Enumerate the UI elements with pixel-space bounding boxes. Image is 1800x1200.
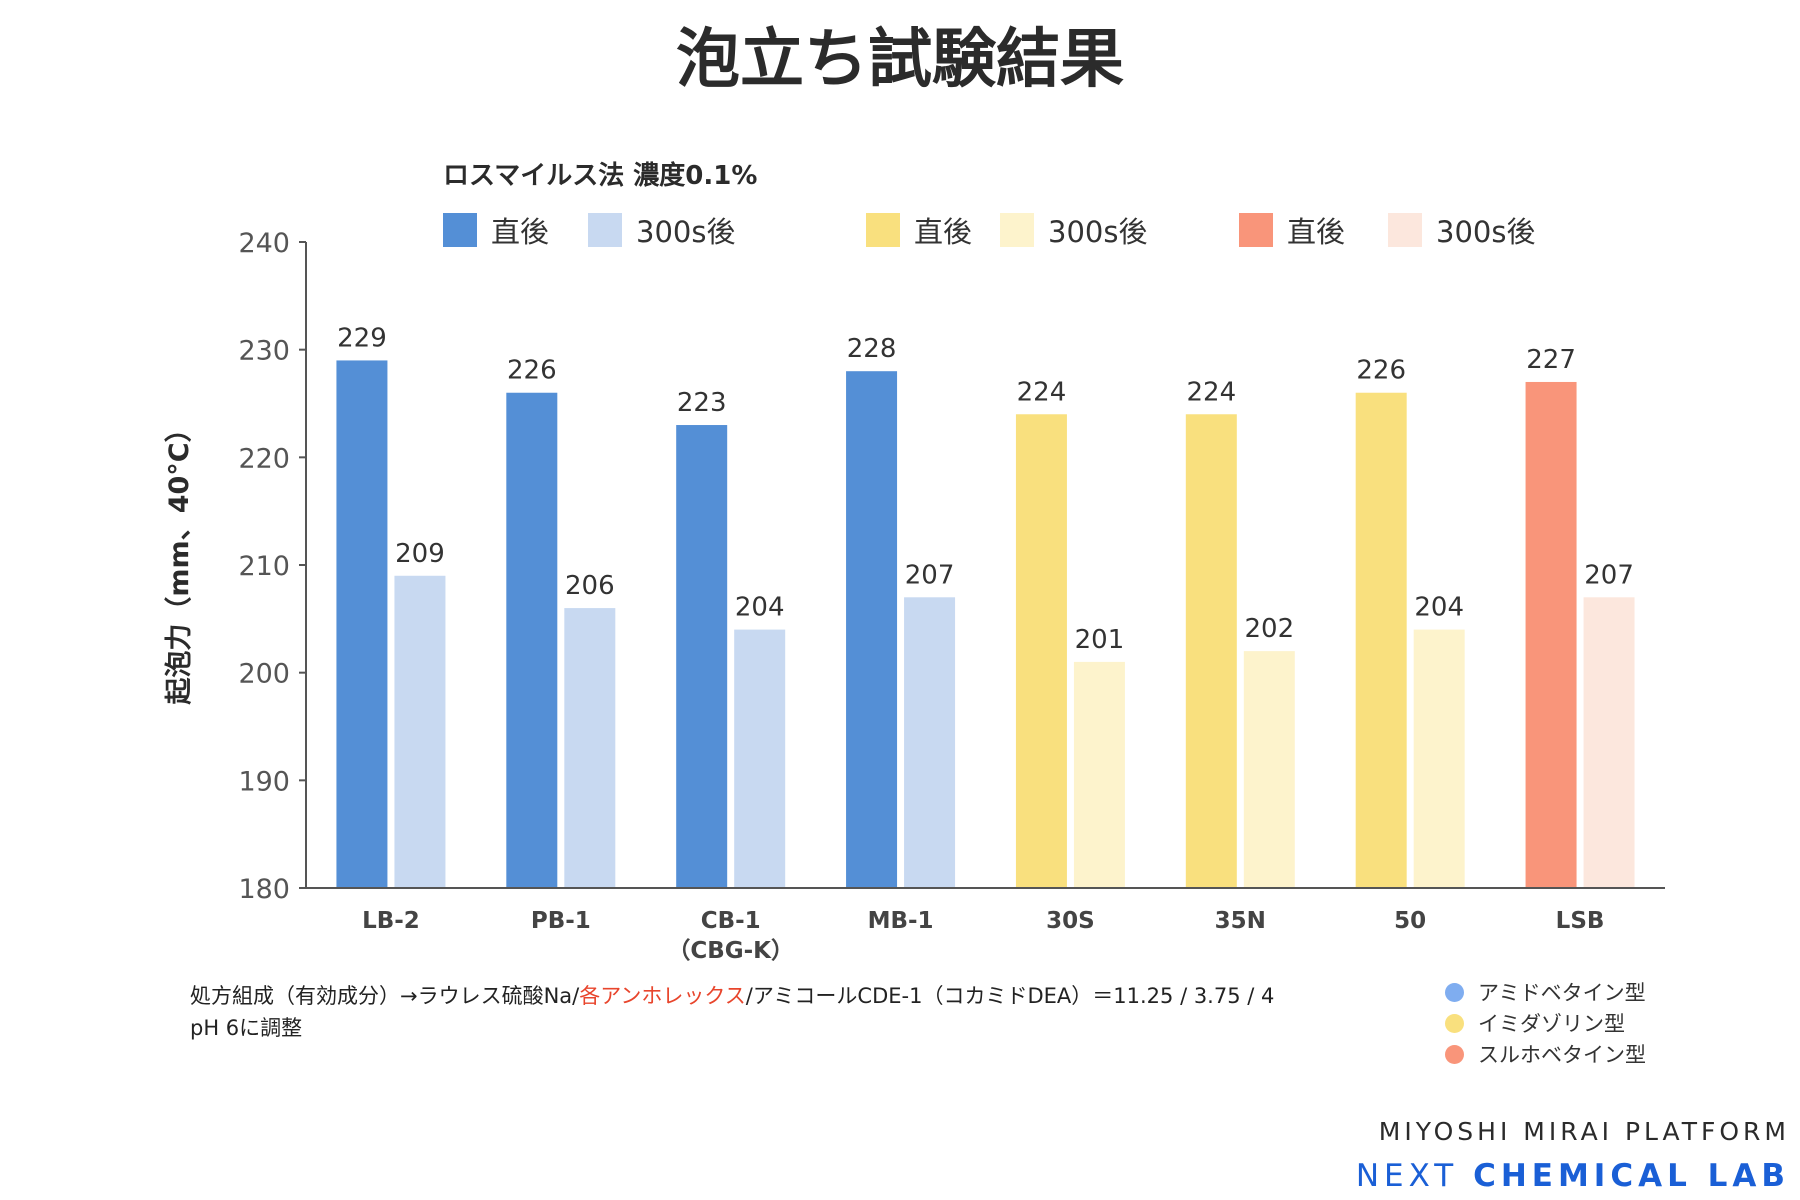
x-tick-line: PB-1 (531, 908, 591, 934)
bar (1073, 661, 1125, 888)
data-label: 206 (565, 571, 615, 601)
bar (734, 629, 786, 888)
bar (1015, 414, 1067, 888)
bar (394, 575, 446, 888)
type-label: スルホベタイン型 (1478, 1043, 1646, 1067)
legend-swatch (588, 213, 622, 247)
y-tick-label: 240 (238, 228, 290, 259)
y-axis-label: 起泡力（mm、40°C） (163, 415, 195, 704)
x-tick-line: 35N (1215, 908, 1266, 934)
bar (1355, 392, 1407, 888)
data-label: 224 (1017, 377, 1067, 407)
data-label: 209 (395, 539, 445, 569)
legend-swatch (1239, 213, 1273, 247)
x-tick-label: 30S (1046, 908, 1095, 934)
note-prefix: 処方組成（有効成分）→ラウレス硫酸Na/ (190, 984, 580, 1008)
x-tick-line: LSB (1556, 908, 1605, 934)
legend-item-sulfo-300s: 300s後 (1388, 209, 1535, 251)
y-tick-label: 180 (238, 874, 290, 905)
brand-lab-prefix: NEXT (1355, 1158, 1474, 1194)
legend-label: 300s後 (636, 215, 736, 249)
x-tick-label: CB-1 （CBG-K） (667, 908, 794, 964)
x-tick-line: MB-1 (868, 908, 934, 934)
brand-name: MIYOSHI MIRAI PLATFORM (1378, 1117, 1790, 1146)
bar (1185, 414, 1237, 888)
ph-note: pH 6に調整 (190, 1016, 303, 1040)
legend-label: 直後 (1287, 215, 1346, 249)
legend-label: 300s後 (1048, 215, 1148, 249)
type-dot (1445, 1013, 1464, 1033)
type-label: イミダゾリン型 (1478, 1012, 1625, 1036)
bar (336, 360, 388, 888)
data-label: 226 (507, 356, 557, 386)
bar (846, 371, 898, 888)
x-tick-line: LB-2 (362, 908, 420, 934)
legend-item-imida-immediate: 直後 (866, 209, 972, 251)
type-legend-sulfo: スルホベタイン型 (1445, 1039, 1646, 1069)
legend-item-imida-300s: 300s後 (1000, 209, 1147, 251)
legend-swatch (1388, 213, 1422, 247)
y-tick-label: 220 (238, 443, 290, 474)
data-label: 201 (1075, 625, 1125, 655)
x-tick-line: 30S (1046, 908, 1095, 934)
y-tick-label: 230 (238, 336, 290, 367)
y-tick-label: 190 (238, 766, 290, 797)
legend-label: 直後 (914, 215, 973, 249)
data-label: 207 (1584, 560, 1634, 590)
bar-chart: 229 209 226 206 223 204 228 207 224 201 224 202 226 2… (163, 228, 1665, 964)
data-label: 224 (1186, 377, 1236, 407)
data-label: 229 (337, 323, 387, 353)
note-highlight: 各アンホレックス (579, 984, 746, 1008)
data-label: 207 (905, 560, 955, 590)
bar (1413, 629, 1465, 888)
legend-label: 300s後 (1436, 215, 1536, 249)
x-tick-line: CB-1 (701, 908, 761, 934)
data-label: 202 (1244, 614, 1294, 644)
type-legend-amido: アミドベタイン型 (1445, 977, 1646, 1007)
legend-label: 直後 (491, 215, 550, 249)
x-tick-line: 50 (1394, 908, 1426, 934)
legend-item-sulfo-immediate: 直後 (1239, 209, 1345, 251)
note-suffix: /アミコールCDE-1（コカミドDEA）＝11.25 / 3.75 / 4 (745, 984, 1275, 1008)
data-label: 223 (677, 388, 727, 418)
x-tick-label: 50 (1394, 908, 1426, 934)
x-tick-line: （CBG-K） (667, 937, 794, 964)
x-tick-label: MB-1 (868, 908, 934, 934)
x-tick-label: PB-1 (531, 908, 591, 934)
legend-swatch (866, 213, 900, 247)
legend-item-amido-immediate: 直後 (443, 209, 549, 251)
data-label: 204 (735, 593, 785, 623)
x-tick-label: LSB (1556, 908, 1605, 934)
type-dot (1445, 982, 1464, 1002)
legend-item-amido-300s: 300s後 (588, 209, 735, 251)
type-dot (1445, 1044, 1464, 1064)
legend-swatch (443, 213, 477, 247)
x-tick-label: LB-2 (362, 908, 420, 934)
bar (1243, 651, 1295, 888)
type-label: アミドベタイン型 (1478, 981, 1646, 1005)
data-label: 227 (1526, 345, 1576, 375)
chart-subtitle: ロスマイルス法 濃度0.1% (443, 161, 758, 191)
bar (904, 597, 956, 888)
y-tick-label: 200 (238, 659, 290, 690)
y-tick-label: 210 (238, 551, 290, 582)
formulation-note: 処方組成（有効成分）→ラウレス硫酸Na/各アンホレックス/アミコールCDE-1（… (190, 980, 1274, 1010)
type-legend-imida: イミダゾリン型 (1445, 1008, 1625, 1038)
data-label: 226 (1356, 356, 1406, 386)
legend-swatch (1000, 213, 1034, 247)
bar (564, 608, 616, 888)
bar (1525, 381, 1577, 888)
axes-group: 180 190 200 210 220 230 240 LB-2 PB-1 CB-1 （CBG-K）… (238, 228, 1665, 964)
brand-lab-bold: CHEMICAL LAB (1473, 1158, 1790, 1194)
bar (676, 425, 728, 888)
data-label: 204 (1414, 593, 1464, 623)
bar (506, 392, 558, 888)
bar (1583, 597, 1635, 888)
bars-group: 229 209 226 206 223 204 228 207 224 201 224 202 226 2… (336, 323, 1635, 888)
brand-lab: NEXT CHEMICAL LAB (1356, 1158, 1790, 1194)
x-tick-label: 35N (1215, 908, 1266, 934)
page-title: 泡立ち試験結果 (676, 23, 1124, 97)
data-label: 228 (847, 334, 897, 364)
